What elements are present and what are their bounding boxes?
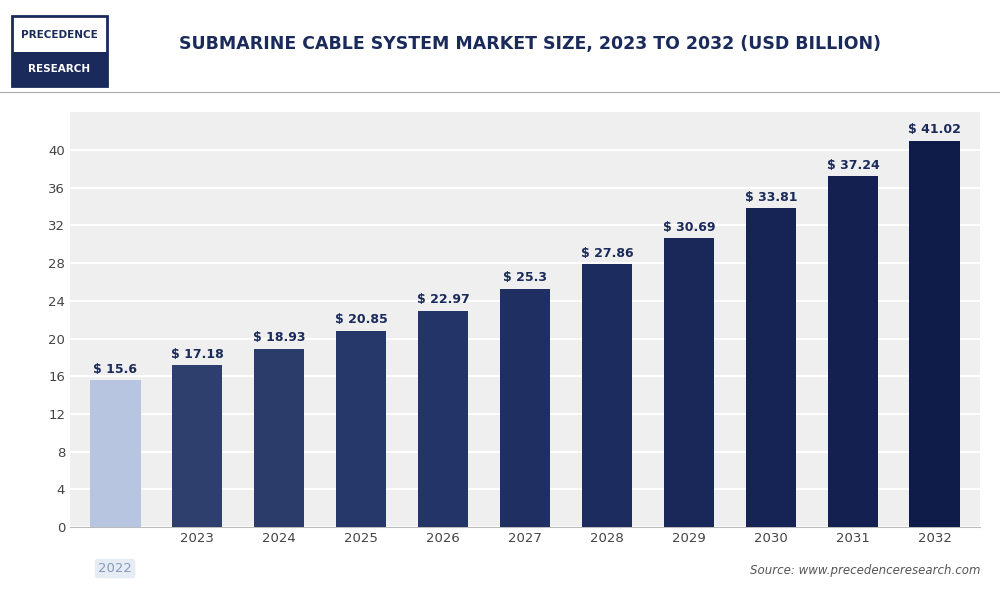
Text: 2022: 2022 — [98, 562, 132, 575]
Bar — [172, 365, 222, 527]
Text: $ 33.81: $ 33.81 — [745, 191, 797, 204]
Text: $ 20.85: $ 20.85 — [335, 313, 387, 326]
Text: $ 17.18: $ 17.18 — [171, 348, 223, 361]
Text: $ 22.97: $ 22.97 — [417, 293, 469, 306]
Bar — [500, 289, 550, 527]
Text: $ 25.3: $ 25.3 — [503, 271, 547, 284]
Text: PRECEDENCE: PRECEDENCE — [21, 30, 98, 40]
Bar — [336, 330, 386, 527]
FancyBboxPatch shape — [12, 16, 107, 86]
Text: $ 15.6: $ 15.6 — [93, 363, 137, 376]
Text: RESEARCH: RESEARCH — [28, 64, 91, 74]
Bar — [418, 311, 468, 527]
Bar — [828, 176, 878, 527]
Text: $ 30.69: $ 30.69 — [663, 221, 715, 234]
Bar — [664, 238, 714, 527]
Bar — [90, 380, 141, 527]
Text: $ 18.93: $ 18.93 — [253, 332, 305, 345]
Bar — [582, 265, 632, 527]
Bar — [909, 140, 960, 527]
Text: $ 37.24: $ 37.24 — [827, 159, 879, 172]
Text: SUBMARINE CABLE SYSTEM MARKET SIZE, 2023 TO 2032 (USD BILLION): SUBMARINE CABLE SYSTEM MARKET SIZE, 2023… — [179, 36, 881, 53]
Bar — [254, 349, 304, 527]
Bar — [12, 52, 107, 86]
Text: Source: www.precedenceresearch.com: Source: www.precedenceresearch.com — [750, 564, 980, 577]
Text: $ 27.86: $ 27.86 — [581, 247, 633, 260]
Bar — [746, 208, 796, 527]
Text: $ 41.02: $ 41.02 — [908, 123, 961, 136]
